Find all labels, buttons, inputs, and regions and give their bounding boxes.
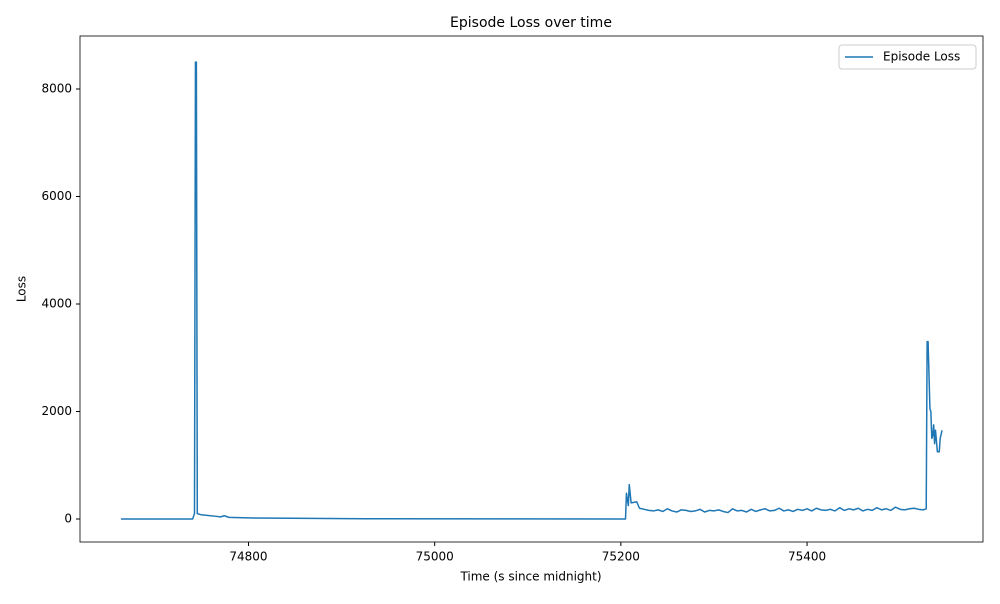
y-tick-label: 0 [64, 511, 72, 525]
data-line [120, 61, 943, 520]
x-tick-label: 74800 [229, 550, 267, 564]
legend-box [838, 44, 977, 70]
y-tick-label: 8000 [41, 81, 72, 95]
x-tick-label: 75200 [602, 550, 640, 564]
y-axis-label: Loss [15, 276, 29, 302]
legend-label: Episode Loss [883, 50, 960, 64]
chart-title: Episode Loss over time [450, 15, 612, 31]
x-axis-label: Time (s since midnight) [459, 570, 601, 584]
plot-frame [79, 35, 984, 543]
y-tick-label: 4000 [41, 296, 72, 310]
y-tick-label: 2000 [41, 404, 72, 418]
y-tick-label: 6000 [41, 189, 72, 203]
x-tick-label: 75000 [416, 550, 454, 564]
x-tick-label: 75400 [788, 550, 826, 564]
